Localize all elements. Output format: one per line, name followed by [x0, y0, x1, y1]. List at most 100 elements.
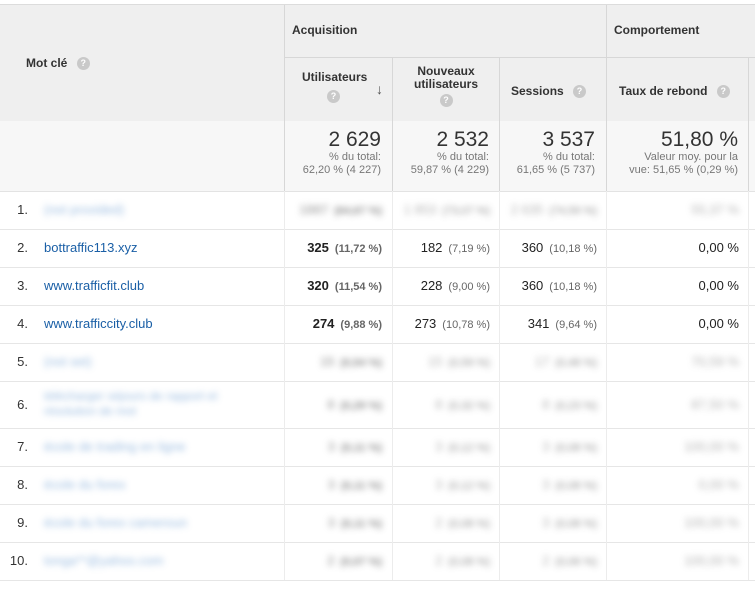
- sessions-value: 3: [542, 477, 550, 492]
- users-value: 3: [327, 477, 336, 492]
- row-number: 9.: [17, 515, 28, 530]
- bounce-rate-cell: 100,00 %: [684, 515, 739, 530]
- keyword-line: télécharger séjours de rapport et: [44, 389, 218, 403]
- new-users-percent: (0,59 %): [448, 357, 490, 369]
- sessions-cell: 3 (0,08 %): [501, 439, 597, 454]
- bounce-rate-column-header[interactable]: Taux de rebond ?: [619, 84, 730, 99]
- users-value: 3: [327, 515, 336, 530]
- help-icon[interactable]: ?: [439, 94, 453, 107]
- sessions-column-header[interactable]: Sessions ?: [511, 84, 587, 99]
- row-number: 5.: [17, 354, 28, 369]
- users-percent: (0,07 %): [340, 556, 382, 568]
- behavior-group-header: Comportement: [614, 23, 700, 37]
- users-percent: (0,54 %): [340, 357, 382, 369]
- keyword-link[interactable]: école de trading en ligne: [44, 439, 186, 454]
- users-cell: 3 (0,11 %): [286, 477, 382, 492]
- new-users-percent: (0,12 %): [448, 480, 490, 492]
- keyword-link[interactable]: école du forex: [44, 477, 126, 492]
- table-row: 10. tonga**@yahoo.com 2 (0,07 %) 2 (0,08 %) 2 (…: [0, 542, 755, 581]
- bounce-rate-cell: 100,00 %: [684, 553, 739, 568]
- sessions-value: 360: [521, 240, 544, 255]
- new-users-value: 273: [414, 316, 437, 331]
- users-cell: 15 (0,54 %): [286, 354, 382, 369]
- new-users-cell: 3 (0,12 %): [394, 439, 490, 454]
- new-users-value: 3: [435, 439, 443, 454]
- table-row: 8. école du forex 3 (0,11 %) 3 (0,12 %) 3 (0,08…: [0, 466, 755, 505]
- sessions-percent: (9,64 %): [555, 319, 597, 331]
- keyword-link[interactable]: www.trafficcity.club: [44, 316, 153, 331]
- new-users-cell: 15 (0,59 %): [394, 354, 490, 369]
- row-number: 4.: [17, 316, 28, 331]
- sort-descending-icon[interactable]: ↓: [376, 81, 383, 97]
- row-number: 1.: [17, 202, 28, 217]
- keyword-link[interactable]: télécharger séjours de rapport et résolut…: [44, 389, 217, 419]
- keyword-link[interactable]: bottraffic113.xyz: [44, 240, 138, 255]
- row-number: 3.: [17, 278, 28, 293]
- users-value: 3: [327, 439, 336, 454]
- sessions-percent: (10,18 %): [549, 243, 597, 255]
- sessions-cell: 8 (0,23 %): [501, 397, 597, 412]
- keyword-link[interactable]: école du forex cameroun: [44, 515, 188, 530]
- sessions-percent: (0,06 %): [555, 556, 597, 568]
- new-users-value: 2: [435, 553, 443, 568]
- users-value: 8: [327, 397, 335, 412]
- users-column-header[interactable]: Utilisateurs: [302, 70, 368, 84]
- sessions-percent: (0,08 %): [555, 442, 597, 454]
- keyword-link[interactable]: www.trafficfit.club: [44, 278, 145, 293]
- sessions-cell: 2 635 (74,59 %): [501, 202, 597, 217]
- new-users-column-header[interactable]: Nouveaux utilisateurs ?: [413, 64, 479, 107]
- keyword-link[interactable]: tonga**@yahoo.com: [44, 553, 164, 568]
- table-row: 2. bottraffic113.xyz 325 (11,72 %) 182 (7,19 …: [0, 229, 755, 268]
- sessions-percent: (0,23 %): [555, 400, 597, 412]
- new-users-percent: (0,08 %): [448, 556, 490, 568]
- users-cell: 274 (9,88 %): [286, 316, 382, 331]
- bounce-rate-cell: 100,00 %: [684, 439, 739, 454]
- bounce-rate-cell: 0,00 %: [698, 278, 739, 293]
- new-users-percent: (0,08 %): [448, 518, 490, 530]
- sessions-value: 8: [542, 397, 550, 412]
- users-cell: 3 (0,11 %): [286, 515, 382, 530]
- users-percent: (9,88 %): [340, 319, 382, 331]
- new-users-percent: (9,00 %): [448, 281, 490, 293]
- keyword-link[interactable]: (not provided): [44, 202, 125, 217]
- help-icon[interactable]: ?: [76, 57, 90, 71]
- keyword-column-header[interactable]: Mot clé ?: [26, 56, 90, 71]
- help-icon[interactable]: ?: [716, 85, 730, 99]
- row-number: 8.: [17, 477, 28, 492]
- new-users-percent: (0,12 %): [448, 442, 490, 454]
- totals-row: 2 629 % du total: 62,20 % (4 227) 2 532 …: [0, 121, 755, 192]
- table-row: 7. école de trading en ligne 3 (0,11 %) 3 (0,…: [0, 428, 755, 467]
- sessions-cell: 17 (0,48 %): [501, 354, 597, 369]
- sessions-value: 3: [542, 439, 550, 454]
- users-cell: 320 (11,54 %): [286, 278, 382, 293]
- bounce-rate-cell: 55,37 %: [691, 202, 739, 217]
- bounce-rate-cell: 0,00 %: [698, 240, 739, 255]
- new-users-cell: 2 (0,08 %): [394, 515, 490, 530]
- new-users-cell: 228 (9,00 %): [394, 278, 490, 293]
- keyword-link[interactable]: (not set): [44, 354, 92, 369]
- help-icon[interactable]: ?: [327, 90, 340, 103]
- new-users-cell: 8 (0,32 %): [394, 397, 490, 412]
- users-value: 325: [307, 240, 329, 255]
- sessions-value: 2: [542, 553, 550, 568]
- sessions-value: 341: [527, 316, 550, 331]
- row-number: 6.: [17, 397, 28, 412]
- sessions-percent: (74,59 %): [549, 205, 597, 217]
- users-percent: (11,72 %): [334, 243, 382, 255]
- new-users-percent: (0,32 %): [448, 400, 490, 412]
- keyword-line: résolution de mot: [44, 404, 137, 418]
- users-percent: (0,11 %): [341, 442, 382, 454]
- table-row: 1. (not provided) 1887 (64,67 %) 1 853 (73,07…: [0, 191, 755, 230]
- users-value: 274: [312, 316, 335, 331]
- sessions-cell: 3 (0,08 %): [501, 515, 597, 530]
- users-percent: (11,54 %): [334, 281, 382, 293]
- new-users-cell: 182 (7,19 %): [394, 240, 490, 255]
- users-value: 320: [307, 278, 329, 293]
- acquisition-group-header: Acquisition: [292, 23, 358, 37]
- table-header: Mot clé ? Acquisition Comportement Utili…: [0, 4, 755, 122]
- row-number: 7.: [17, 439, 28, 454]
- help-icon[interactable]: ?: [573, 85, 587, 99]
- bounce-rate-cell: 0,00 %: [698, 477, 739, 492]
- sessions-percent: (0,48 %): [555, 357, 597, 369]
